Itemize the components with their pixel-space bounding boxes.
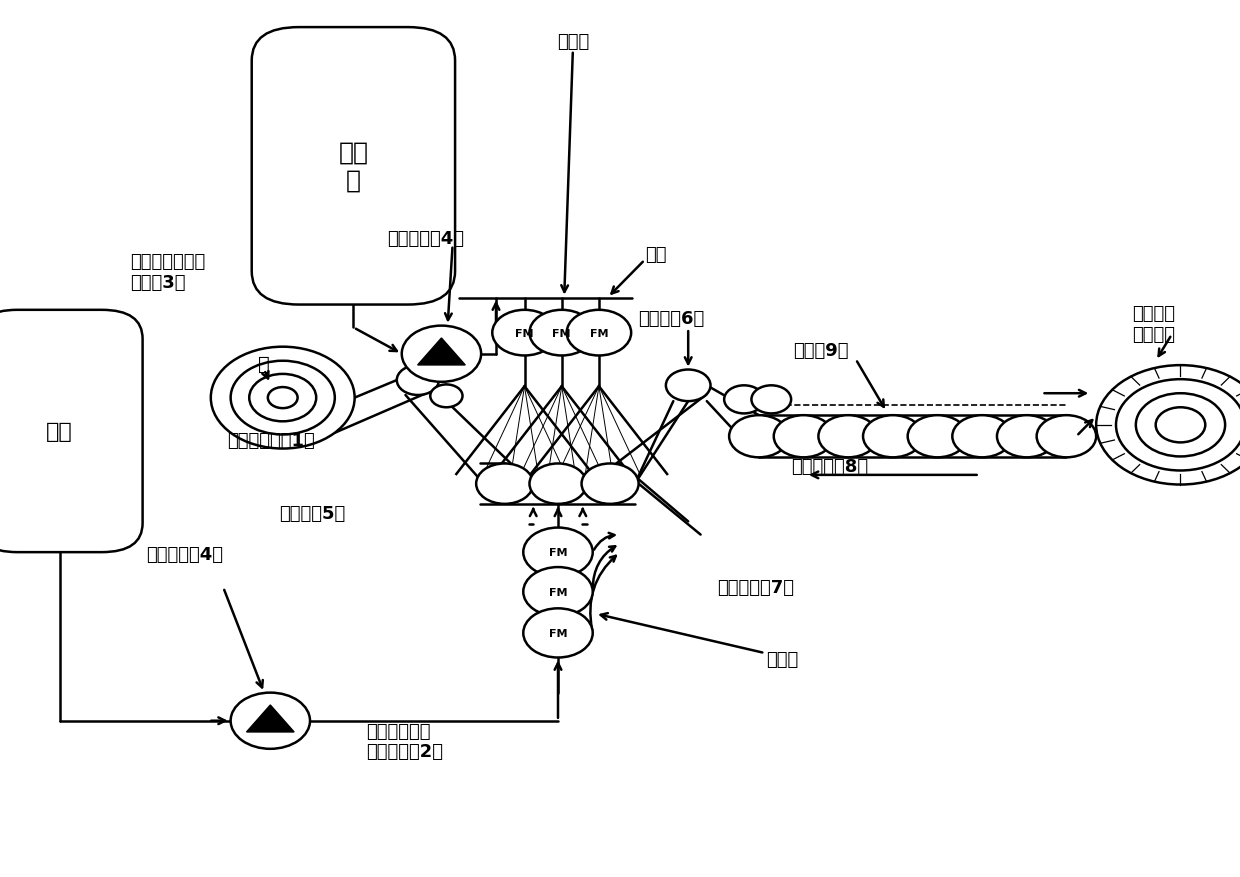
Circle shape <box>1096 366 1240 485</box>
Circle shape <box>729 416 789 458</box>
Circle shape <box>1116 380 1240 471</box>
Circle shape <box>231 693 310 749</box>
Text: FM: FM <box>516 328 533 339</box>
Text: FM: FM <box>549 587 567 597</box>
Circle shape <box>492 310 557 356</box>
Circle shape <box>774 416 833 458</box>
Circle shape <box>863 416 923 458</box>
Circle shape <box>529 310 594 356</box>
Text: 流量计: 流量计 <box>766 651 799 668</box>
Circle shape <box>582 464 639 504</box>
Circle shape <box>523 567 593 617</box>
FancyBboxPatch shape <box>252 28 455 305</box>
Text: 浸渍罐（5）: 浸渍罐（5） <box>279 504 345 522</box>
Circle shape <box>567 310 631 356</box>
Circle shape <box>523 609 593 658</box>
Circle shape <box>997 416 1056 458</box>
Text: 毡: 毡 <box>258 354 270 374</box>
Text: 上升斜面（7）: 上升斜面（7） <box>717 579 794 596</box>
Text: 溶胶: 溶胶 <box>46 422 73 441</box>
Circle shape <box>249 374 316 422</box>
Circle shape <box>751 386 791 414</box>
Text: 刮板（9）: 刮板（9） <box>794 342 849 360</box>
Circle shape <box>952 416 1012 458</box>
Circle shape <box>523 528 593 577</box>
Circle shape <box>402 326 481 382</box>
Circle shape <box>430 385 463 408</box>
Text: 二氧化硅溶胶
注入设备（2）: 二氧化硅溶胶 注入设备（2） <box>366 722 443 760</box>
Text: FM: FM <box>549 628 567 638</box>
Text: 流量计: 流量计 <box>557 33 589 51</box>
Text: 毡供应设备（1）: 毡供应设备（1） <box>227 431 315 449</box>
Text: 控制装置（4）: 控制装置（4） <box>146 545 223 563</box>
Text: FM: FM <box>590 328 608 339</box>
Polygon shape <box>418 339 465 366</box>
Circle shape <box>397 366 439 396</box>
Text: 移动元件（8）: 移动元件（8） <box>791 458 868 475</box>
Text: 胶凝催化剂注入
设备（3）: 胶凝催化剂注入 设备（3） <box>130 253 206 291</box>
Text: FM: FM <box>549 547 567 558</box>
Circle shape <box>1037 416 1096 458</box>
Circle shape <box>231 361 335 435</box>
Circle shape <box>724 386 764 414</box>
Text: 催化
剂: 催化 剂 <box>339 141 368 192</box>
Circle shape <box>1136 394 1225 457</box>
Circle shape <box>529 464 587 504</box>
Text: 挤压辊（6）: 挤压辊（6） <box>639 310 704 327</box>
Polygon shape <box>247 705 294 732</box>
Text: 二氧化硅
气凝胶毡: 二氧化硅 气凝胶毡 <box>1132 305 1174 344</box>
Circle shape <box>211 347 355 449</box>
Text: 喷嘴: 喷嘴 <box>645 246 666 263</box>
FancyBboxPatch shape <box>0 310 143 553</box>
Circle shape <box>268 388 298 409</box>
Circle shape <box>908 416 967 458</box>
Text: FM: FM <box>553 328 570 339</box>
Circle shape <box>476 464 533 504</box>
Circle shape <box>818 416 878 458</box>
Circle shape <box>1156 408 1205 443</box>
Text: 控制装置（4）: 控制装置（4） <box>387 230 464 247</box>
Circle shape <box>666 370 711 402</box>
